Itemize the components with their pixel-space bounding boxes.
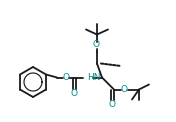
Text: O: O xyxy=(121,85,128,94)
Text: HN: HN xyxy=(87,73,100,82)
Text: O: O xyxy=(93,40,99,49)
Text: O: O xyxy=(109,100,116,109)
Text: O: O xyxy=(63,73,70,82)
Text: O: O xyxy=(71,89,78,98)
